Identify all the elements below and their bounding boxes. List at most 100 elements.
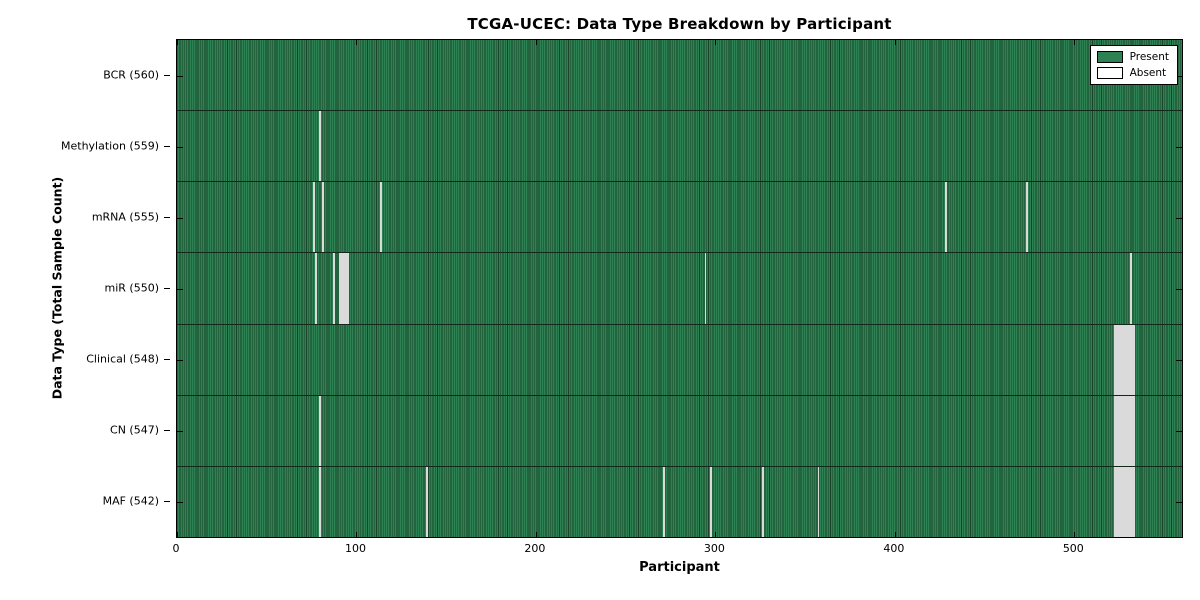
x-axis-tick-mark — [535, 40, 537, 45]
absent-cell — [347, 253, 350, 324]
absent-cell — [1113, 324, 1116, 395]
y-axis-tick-mark — [164, 429, 170, 431]
absent-cell — [1131, 324, 1134, 395]
y-axis-tick-mark — [1176, 359, 1182, 361]
heatmap-row-mrna — [177, 182, 1182, 254]
x-axis-tick-mark — [894, 532, 896, 537]
absent-cell — [663, 466, 666, 537]
absent-cell — [1129, 324, 1132, 395]
absent-cell — [704, 253, 707, 324]
x-axis-tick-mark — [177, 40, 178, 45]
y-axis-tick-mark — [177, 359, 183, 361]
x-tick-labels: 0 100 200 300 400 500 — [172, 542, 1181, 557]
absent-cell — [1117, 466, 1120, 537]
x-axis-tick-mark — [1074, 40, 1076, 45]
absent-cell — [1131, 395, 1134, 466]
absent-cell — [1124, 466, 1127, 537]
absent-cell — [1115, 395, 1118, 466]
heatmap-row-methylation — [177, 111, 1182, 183]
heatmap-row-mir — [177, 253, 1182, 325]
y-axis-tick-mark — [177, 288, 183, 290]
absent-cell — [1120, 466, 1123, 537]
y-axis-tick-mark — [1176, 75, 1182, 77]
absent-cell — [1124, 395, 1127, 466]
absent-cell — [1128, 395, 1130, 466]
absent-cell — [945, 182, 947, 253]
y-axis-tick-mark — [177, 217, 183, 219]
absent-cell — [1126, 324, 1129, 395]
legend-label: Absent — [1129, 67, 1167, 79]
y-axis-tick-mark — [177, 430, 183, 432]
absent-cell — [710, 466, 712, 537]
absent-cell — [338, 253, 341, 324]
absent-cell — [322, 182, 325, 253]
x-axis-tick-mark — [1074, 532, 1076, 537]
absent-cell — [379, 182, 382, 253]
legend-entry-present: Present — [1096, 51, 1169, 63]
absent-cell — [343, 253, 346, 324]
absent-cell — [1128, 466, 1130, 537]
absent-cell — [1122, 395, 1125, 466]
absent-cell — [1117, 395, 1120, 466]
y-axis-tick-mark — [164, 216, 170, 218]
y-axis-tick-mark — [164, 358, 170, 360]
y-axis-tick-mark — [1176, 430, 1182, 432]
absent-cell — [318, 111, 321, 182]
absent-cell — [1115, 324, 1118, 395]
absent-cell — [1119, 395, 1121, 466]
legend-swatch-absent — [1096, 67, 1123, 79]
absent-cell — [1124, 324, 1127, 395]
heatmap-row-maf — [177, 466, 1182, 537]
x-tick-label: 100 — [344, 542, 366, 555]
absent-cell — [345, 253, 348, 324]
y-tick-label: mRNA (555) — [91, 210, 159, 223]
absent-cell — [342, 253, 344, 324]
x-tick-label: 0 — [172, 542, 180, 555]
y-tick-label: Methylation (559) — [61, 139, 159, 152]
y-tick-labels: BCR (560) Methylation (559) mRNA (555) miR … — [0, 39, 170, 536]
x-axis-tick-mark — [894, 40, 896, 45]
absent-cell — [1025, 182, 1028, 253]
y-axis-tick-mark — [164, 74, 170, 76]
absent-cell — [1126, 395, 1129, 466]
absent-cell — [762, 466, 764, 537]
y-axis-tick-mark — [164, 500, 170, 502]
absent-cell — [1113, 395, 1116, 466]
absent-cell — [1119, 324, 1121, 395]
x-axis-tick-mark — [535, 532, 537, 537]
absent-cell — [318, 466, 321, 537]
plot-area — [176, 39, 1183, 538]
absent-cell — [315, 253, 317, 324]
absent-cell — [1133, 466, 1136, 537]
absent-cell — [1113, 466, 1116, 537]
x-axis-tick-mark — [356, 40, 358, 45]
legend-swatch-present — [1096, 51, 1123, 63]
absent-cell — [1133, 324, 1136, 395]
absent-cell — [340, 253, 343, 324]
absent-cell — [817, 466, 820, 537]
absent-cell — [1115, 466, 1118, 537]
y-tick-label: Clinical (548) — [86, 352, 159, 365]
y-axis-tick-mark — [1176, 146, 1182, 148]
absent-cell — [1129, 253, 1132, 324]
heatmap-row-clinical — [177, 324, 1182, 396]
absent-cell — [1129, 395, 1132, 466]
absent-cell — [313, 182, 316, 253]
absent-cell — [318, 395, 321, 466]
legend-entry-absent: Absent — [1096, 67, 1169, 79]
legend: Present Absent — [1089, 45, 1178, 85]
y-axis-tick-mark — [177, 75, 183, 77]
y-axis-tick-mark — [1176, 501, 1182, 503]
x-tick-label: 400 — [883, 542, 905, 555]
absent-cell — [1120, 395, 1123, 466]
absent-cell — [1117, 324, 1120, 395]
y-axis-tick-mark — [164, 287, 170, 289]
absent-cell — [1126, 466, 1129, 537]
x-tick-label: 500 — [1062, 542, 1084, 555]
absent-cell — [1129, 466, 1132, 537]
absent-cell — [426, 466, 429, 537]
y-axis-tick-mark — [1176, 217, 1182, 219]
absent-cell — [1128, 324, 1130, 395]
absent-cell — [1131, 466, 1134, 537]
y-tick-label: BCR (560) — [103, 68, 159, 81]
